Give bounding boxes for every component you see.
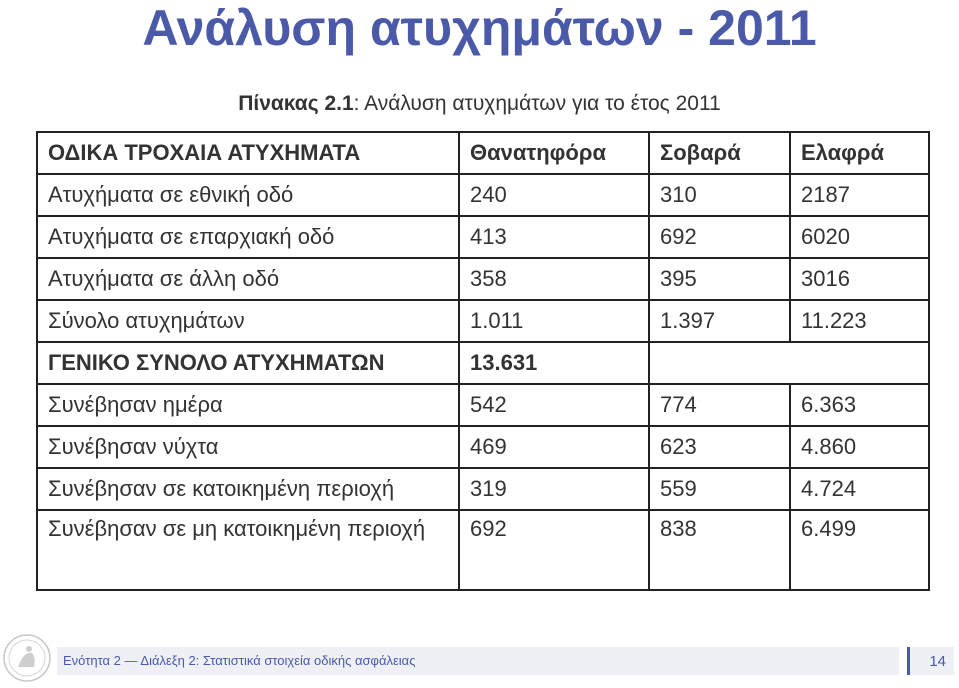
- table-cell: ΟΔΙΚΑ ΤΡΟΧΑΙΑ ΑΤΥΧΗΜΑΤΑ: [36, 131, 460, 175]
- table-cell: 310: [648, 173, 791, 217]
- table-cell: 623: [648, 425, 791, 469]
- table-row: Ατυχήματα σε επαρχιακή οδό 413 692 6020: [36, 215, 930, 259]
- table-cell: 774: [648, 383, 791, 427]
- table-cell: 6.499: [789, 509, 930, 591]
- table-cell: 1.397: [648, 299, 791, 343]
- slide-title: Ανάλυση ατυχημάτων - 2011: [142, 0, 817, 56]
- university-logo-icon: [2, 633, 52, 683]
- footer-bar: Ενότητα 2 — Διάλεξη 2: Στατιστικά στοιχε…: [57, 647, 899, 675]
- table-cell: Ατυχήματα σε εθνική οδό: [36, 173, 460, 217]
- table-cell: 358: [458, 257, 650, 301]
- table-cell: 692: [648, 215, 791, 259]
- table-cell: 240: [458, 173, 650, 217]
- table-cell: ΓΕΝΙΚΟ ΣΥΝΟΛΟ ΑΤΥΧΗΜΑΤΩΝ: [36, 341, 460, 385]
- table-cell: Σοβαρά: [648, 131, 791, 175]
- table-cell: 4.724: [789, 467, 930, 511]
- table-cell: Σύνολο ατυχημάτων: [36, 299, 460, 343]
- table-total-row: ΓΕΝΙΚΟ ΣΥΝΟΛΟ ΑΤΥΧΗΜΑΤΩΝ 13.631: [36, 341, 930, 385]
- table-cell: 11.223: [789, 299, 930, 343]
- table-cell: 413: [458, 215, 650, 259]
- table-row: Συνέβησαν ημέρα 542 774 6.363: [36, 383, 930, 427]
- table-cell: 838: [648, 509, 791, 591]
- table-row: Συνέβησαν νύχτα 469 623 4.860: [36, 425, 930, 469]
- table-cell: 4.860: [789, 425, 930, 469]
- accidents-table: ΟΔΙΚΑ ΤΡΟΧΑΙΑ ΑΤΥΧΗΜΑΤΑ Θανατηφόρα Σοβαρ…: [36, 131, 930, 591]
- table-cell: [648, 341, 930, 385]
- table-header-row: ΟΔΙΚΑ ΤΡΟΧΑΙΑ ΑΤΥΧΗΜΑΤΑ Θανατηφόρα Σοβαρ…: [36, 131, 930, 175]
- caption-text: : Ανάλυση ατυχημάτων για το έτος 2011: [353, 92, 721, 115]
- table-cell: 1.011: [458, 299, 650, 343]
- caption-label: Πίνακας 2.1: [238, 92, 354, 115]
- table-cell: Ατυχήματα σε άλλη οδό: [36, 257, 460, 301]
- table-cell: Συνέβησαν νύχτα: [36, 425, 460, 469]
- table-cell: 13.631: [458, 341, 650, 385]
- table-cell: Συνέβησαν ημέρα: [36, 383, 460, 427]
- table-cell: 559: [648, 467, 791, 511]
- table-cell: 319: [458, 467, 650, 511]
- table-row: Ατυχήματα σε εθνική οδό 240 310 2187: [36, 173, 930, 217]
- table-cell: Ατυχήματα σε επαρχιακή οδό: [36, 215, 460, 259]
- table-row: Συνέβησαν σε κατοικημένη περιοχή 319 559…: [36, 467, 930, 511]
- table-row: Συνέβησαν σε μη κατοικημένη περιοχή 692 …: [36, 509, 930, 591]
- table-cell: 2187: [789, 173, 930, 217]
- table-cell: 692: [458, 509, 650, 591]
- table-cell: 6.363: [789, 383, 930, 427]
- table-caption: Πίνακας 2.1: Ανάλυση ατυχημάτων για το έ…: [0, 90, 959, 118]
- page-number: 14: [929, 653, 946, 670]
- table-row: Σύνολο ατυχημάτων 1.011 1.397 11.223: [36, 299, 930, 343]
- table-cell: Θανατηφόρα: [458, 131, 650, 175]
- table-row: Ατυχήματα σε άλλη οδό 358 395 3016: [36, 257, 930, 301]
- table-cell: 469: [458, 425, 650, 469]
- footer-text: Ενότητα 2 — Διάλεξη 2: Στατιστικά στοιχε…: [63, 653, 416, 668]
- table-cell: Ελαφρά: [789, 131, 930, 175]
- table-cell: 542: [458, 383, 650, 427]
- table-cell: 3016: [789, 257, 930, 301]
- table-cell: 395: [648, 257, 791, 301]
- page-number-box: 14: [907, 647, 954, 675]
- table-cell: 6020: [789, 215, 930, 259]
- table-cell: Συνέβησαν σε μη κατοικημένη περιοχή: [36, 509, 460, 591]
- table-cell: Συνέβησαν σε κατοικημένη περιοχή: [36, 467, 460, 511]
